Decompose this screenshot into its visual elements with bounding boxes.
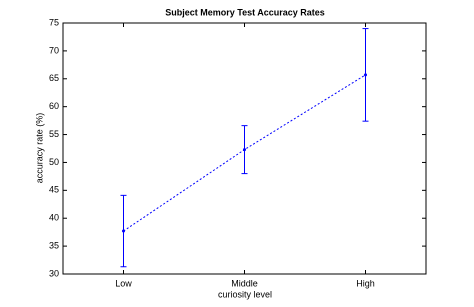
y-tick-label: 70 — [49, 45, 59, 55]
chart-title: Subject Memory Test Accuracy Rates — [165, 7, 325, 17]
y-tick-label: 75 — [49, 17, 59, 27]
point — [122, 229, 125, 233]
y-tick-label: 30 — [49, 268, 59, 278]
y-tick-label: 65 — [49, 73, 59, 83]
x-axis-label: curiosity level — [218, 289, 272, 299]
point — [243, 148, 246, 152]
y-tick-label: 50 — [49, 157, 59, 167]
y-tick-label: 60 — [49, 101, 59, 111]
y-tick-label: 40 — [49, 213, 59, 223]
y-tick-label: 45 — [49, 185, 59, 195]
y-tick-label: 35 — [49, 240, 59, 250]
x-tick-label: Low — [115, 278, 132, 288]
point — [364, 73, 367, 77]
y-tick-label: 55 — [49, 129, 59, 139]
y-axis-label: accuracy rate (%) — [34, 113, 44, 184]
x-tick-label: Middle — [231, 278, 258, 288]
x-tick-label: High — [356, 278, 375, 288]
